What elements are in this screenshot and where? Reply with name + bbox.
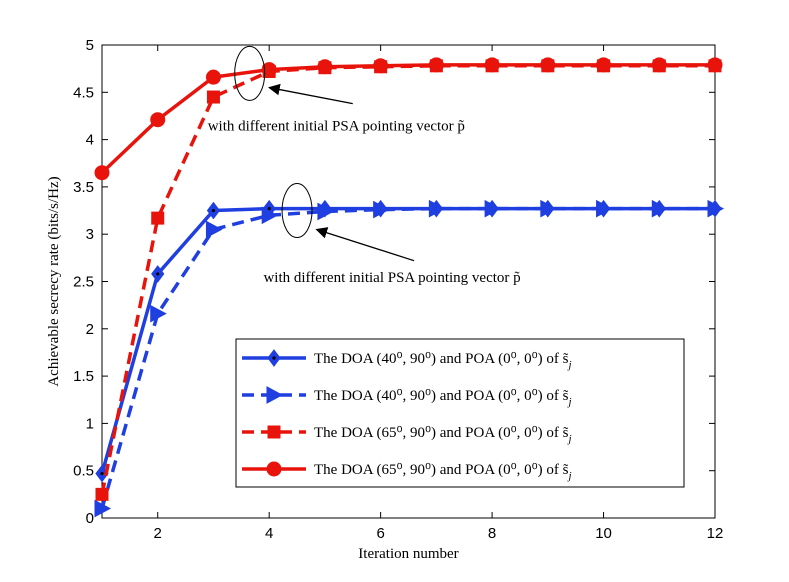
series-4-point xyxy=(596,57,612,73)
y-tick-label: 3 xyxy=(86,226,94,243)
legend-label: The DOA (65⁰, 90⁰) and POA (0⁰, 0⁰) of s… xyxy=(314,462,572,482)
legend-marker-center xyxy=(272,356,276,360)
x-tick-label: 6 xyxy=(376,525,384,542)
series-4-point xyxy=(205,69,221,85)
series-1-point-center xyxy=(267,207,271,211)
series xyxy=(94,57,725,518)
series-4-point xyxy=(707,57,723,73)
series-2-point xyxy=(205,220,223,239)
legend-box xyxy=(235,338,685,488)
legend-label: The DOA (40⁰, 90⁰) and POA (0⁰, 0⁰) of s… xyxy=(314,388,572,408)
annotation-1: with different initial PSA pointing vect… xyxy=(208,45,465,134)
y-axis-label: Achievable secrecy rate (bits/s/Hz) xyxy=(46,176,62,386)
series-2-point xyxy=(373,200,390,219)
y-tick-label: 4.5 xyxy=(73,84,94,101)
y-tick-label: 2.5 xyxy=(73,274,94,291)
series-2-point xyxy=(707,199,725,218)
y-tick-label: 1 xyxy=(86,415,94,432)
annotation-ellipse xyxy=(234,45,266,101)
annotation-text: with different initial PSA pointing vect… xyxy=(208,118,465,134)
annotation-arrow xyxy=(268,83,353,105)
series-4-line xyxy=(100,63,715,174)
legend: The DOA (40⁰, 90⁰) and POA (0⁰, 0⁰) of s… xyxy=(235,338,685,488)
x-tick-label: 4 xyxy=(265,525,273,542)
series-2-point xyxy=(94,499,112,518)
series-2-line xyxy=(100,206,715,510)
series-2-point xyxy=(651,199,669,218)
y-tick-label: 0.5 xyxy=(73,463,94,480)
series-4-point xyxy=(540,57,556,73)
series-2-point xyxy=(150,304,167,323)
series-4-point xyxy=(484,57,500,73)
legend-label: The DOA (65⁰, 90⁰) and POA (0⁰, 0⁰) of s… xyxy=(314,425,572,445)
series-1-point-center xyxy=(100,471,104,476)
series-1-point-center xyxy=(211,208,216,213)
series-2 xyxy=(94,199,725,518)
x-axis-label: Iteration number xyxy=(358,546,458,562)
series-3-point xyxy=(151,211,165,225)
series-2-point xyxy=(428,199,446,218)
legend-entry-3: The DOA (65⁰, 90⁰) and POA (0⁰, 0⁰) of s… xyxy=(242,425,572,445)
x-tick-label: 10 xyxy=(595,525,612,542)
y-tick-label: 4 xyxy=(86,132,94,149)
series-4 xyxy=(94,57,723,181)
legend-entry-2: The DOA (40⁰, 90⁰) and POA (0⁰, 0⁰) of s… xyxy=(242,386,572,408)
annotation-ellipse xyxy=(281,183,313,239)
legend-marker xyxy=(266,461,282,477)
series-3-point xyxy=(95,487,109,501)
series-4-point xyxy=(150,112,166,128)
series-2-point xyxy=(317,202,334,221)
annotation-text: with different initial PSA pointing vect… xyxy=(263,270,520,286)
series-4-point xyxy=(373,58,389,74)
series-4-point xyxy=(94,165,110,181)
series-4-point xyxy=(317,59,333,75)
series-4-point xyxy=(651,57,667,73)
y-tick-label: 2 xyxy=(86,321,94,338)
annotation-2: with different initial PSA pointing vect… xyxy=(263,183,521,286)
y-tick-label: 1.5 xyxy=(73,368,94,385)
y-tick-label: 3.5 xyxy=(73,179,94,196)
x-tick-label: 8 xyxy=(488,525,496,542)
series-4-point xyxy=(261,62,277,78)
legend-marker xyxy=(267,425,281,439)
ticks: 2 4 6 8 10 12 0 0.5 1 1.5 2 2.5 3 3.5 4 4.5 5 xyxy=(73,37,723,542)
x-tick-label: 2 xyxy=(154,525,162,542)
series-4-point xyxy=(428,57,444,73)
annotations: with different initial PSA pointing vect… xyxy=(208,45,521,286)
series-2-point xyxy=(596,199,613,218)
y-tick-label: 5 xyxy=(86,37,94,54)
x-tick-label: 12 xyxy=(707,525,724,542)
y-tick-label: 0 xyxy=(86,510,94,527)
series-2-point xyxy=(484,199,502,218)
legend-label: The DOA (40⁰, 90⁰) and POA (0⁰, 0⁰) of s… xyxy=(314,351,572,371)
series-3-point xyxy=(206,90,220,104)
annotation-arrow xyxy=(315,227,415,262)
legend-entry-4: The DOA (65⁰, 90⁰) and POA (0⁰, 0⁰) of s… xyxy=(242,461,572,482)
series-2-point xyxy=(540,199,557,218)
legend-marker xyxy=(266,386,284,404)
series-1-point-center xyxy=(156,272,160,276)
series-2-point xyxy=(261,206,279,225)
legend-entry-1: The DOA (40⁰, 90⁰) and POA (0⁰, 0⁰) of s… xyxy=(242,349,572,371)
